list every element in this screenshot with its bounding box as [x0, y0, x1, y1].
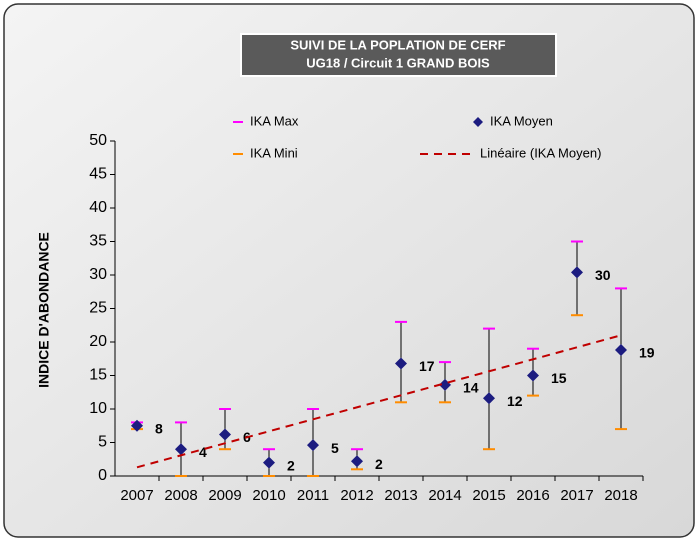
- x-tick-label: 2010: [252, 487, 285, 504]
- y-tick-label: 45: [89, 166, 107, 183]
- x-tick-label: 2018: [604, 487, 637, 504]
- legend-swatch: [473, 117, 483, 127]
- data-label: 17: [419, 358, 435, 374]
- y-tick-label: 35: [89, 233, 107, 250]
- x-tick-label: 2014: [428, 487, 461, 504]
- data-label: 5: [331, 440, 339, 456]
- data-label: 12: [507, 393, 523, 409]
- x-tick-label: 2013: [384, 487, 417, 504]
- mean-marker: [351, 455, 363, 468]
- legend-label: Linéaire (IKA Moyen): [480, 145, 601, 160]
- chart-title: SUIVI DE LA POPLATION DE CERF: [290, 37, 505, 52]
- chart-subtitle: UG18 / Circuit 1 GRAND BOIS: [306, 55, 490, 70]
- data-label: 14: [463, 380, 479, 396]
- data-label: 4: [199, 444, 207, 460]
- y-tick-label: 40: [89, 199, 107, 216]
- data-label: 2: [375, 456, 383, 472]
- legend-label: IKA Moyen: [490, 113, 553, 128]
- x-tick-label: 2017: [560, 487, 593, 504]
- data-label: 8: [155, 420, 163, 436]
- y-tick-label: 50: [89, 132, 107, 149]
- y-tick-label: 15: [89, 367, 107, 384]
- x-tick-label: 2012: [340, 487, 373, 504]
- mean-marker: [483, 392, 495, 405]
- mean-marker: [131, 419, 143, 432]
- data-label: 15: [551, 370, 567, 386]
- y-tick-label: 20: [89, 333, 107, 350]
- x-tick-label: 2011: [297, 487, 329, 504]
- mean-marker: [263, 456, 275, 469]
- y-tick-label: 25: [89, 300, 107, 317]
- y-tick-label: 0: [98, 467, 107, 484]
- y-axis-title: INDICE D'ABONDANCE: [36, 232, 52, 388]
- mean-marker: [615, 344, 627, 357]
- mean-marker: [527, 369, 539, 382]
- x-tick-label: 2016: [516, 487, 549, 504]
- legend-label: IKA Mini: [250, 145, 298, 160]
- y-tick-label: 30: [89, 266, 107, 283]
- x-tick-label: 2008: [164, 487, 197, 504]
- y-tick-label: 5: [98, 434, 107, 451]
- title-box: [240, 33, 557, 77]
- data-label: 30: [595, 267, 611, 283]
- legend-label: IKA Max: [250, 113, 299, 128]
- data-label: 2: [287, 457, 295, 473]
- mean-marker: [395, 357, 407, 370]
- mean-marker: [175, 443, 187, 456]
- x-tick-label: 2007: [120, 487, 153, 504]
- mean-marker: [219, 428, 231, 441]
- mean-marker: [571, 266, 583, 279]
- x-tick-label: 2009: [208, 487, 241, 504]
- chart-frame: [3, 3, 695, 538]
- y-tick-label: 10: [89, 400, 107, 417]
- data-label: 19: [639, 345, 655, 361]
- x-tick-label: 2015: [472, 487, 505, 504]
- mean-marker: [307, 439, 319, 452]
